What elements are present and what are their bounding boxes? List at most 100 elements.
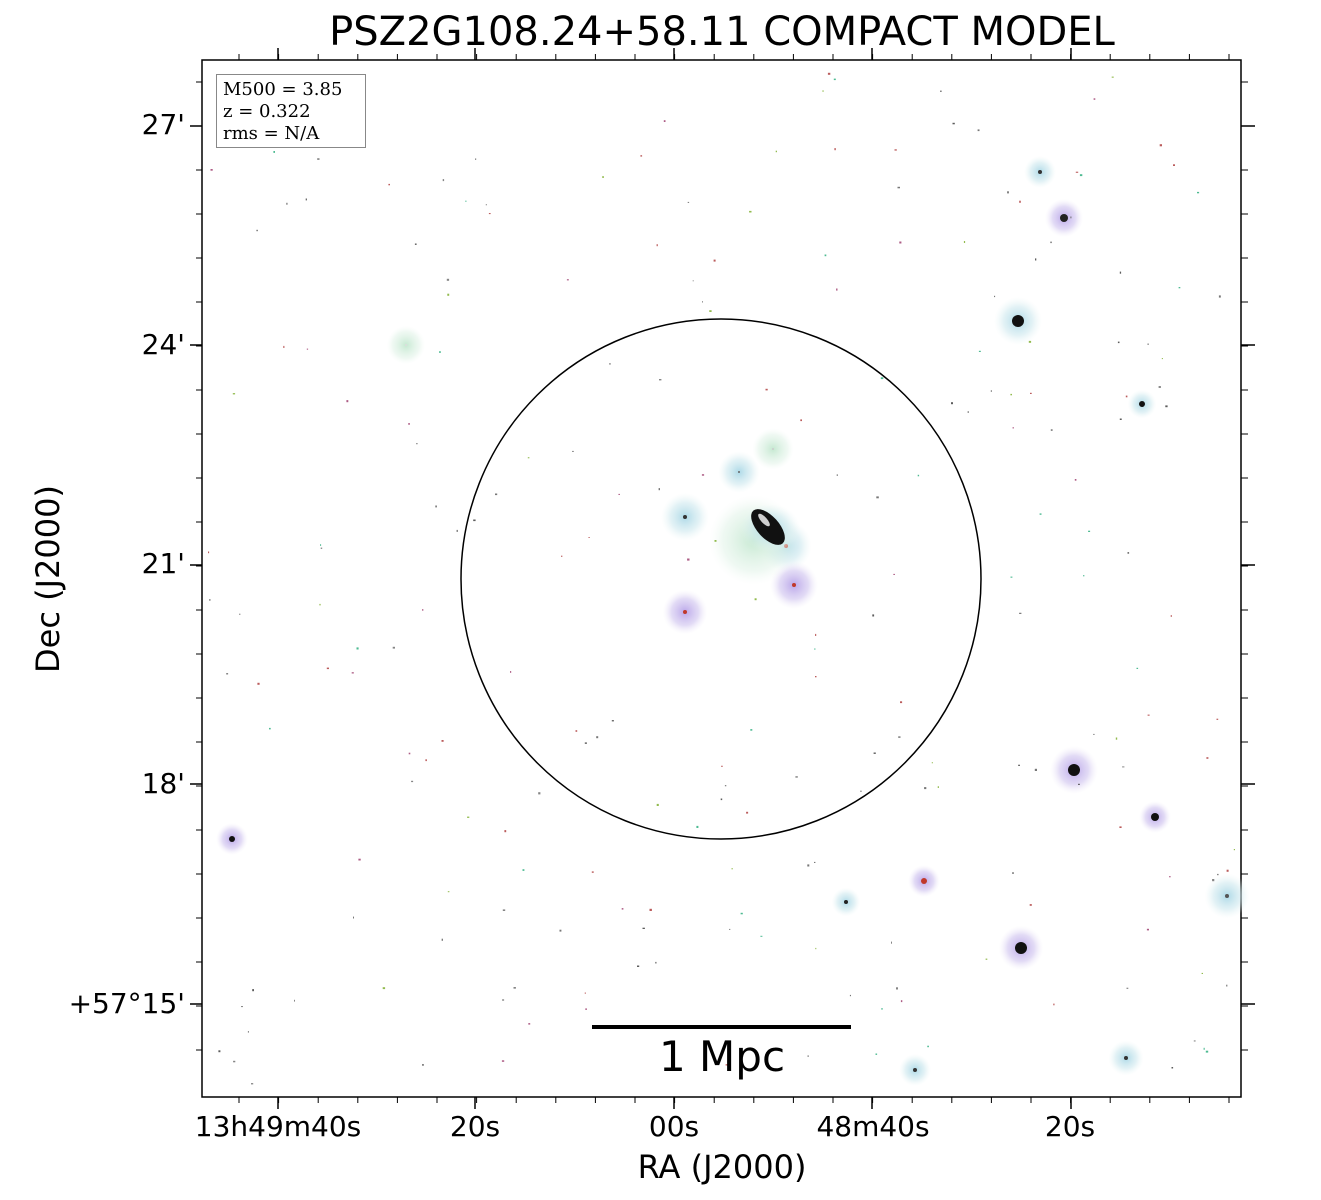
noise-speck bbox=[208, 551, 210, 554]
noise-speck bbox=[1035, 258, 1037, 261]
noise-speck bbox=[807, 864, 810, 867]
point-source-core bbox=[1225, 894, 1229, 898]
noise-speck bbox=[241, 1006, 243, 1008]
noise-speck bbox=[435, 505, 437, 508]
noise-speck bbox=[319, 603, 321, 606]
noise-speck bbox=[425, 759, 427, 762]
noise-speck bbox=[708, 1044, 711, 1047]
noise-speck bbox=[572, 450, 574, 452]
noise-speck bbox=[990, 390, 992, 392]
noise-speck bbox=[1018, 764, 1020, 766]
noise-speck bbox=[891, 941, 892, 944]
noise-speck bbox=[1216, 718, 1219, 720]
xtick-label: 13h49m40s bbox=[194, 1110, 362, 1143]
noise-speck bbox=[504, 830, 507, 833]
noise-speck bbox=[218, 1050, 221, 1053]
noise-speck bbox=[467, 816, 470, 818]
noise-speck bbox=[900, 1000, 903, 1003]
noise-speck bbox=[439, 351, 441, 353]
noise-speck bbox=[1147, 714, 1150, 716]
noise-speck bbox=[1115, 737, 1118, 740]
info-box: M500 = 3.85 z = 0.322 rms = N/A bbox=[216, 74, 366, 148]
noise-speck bbox=[1119, 418, 1122, 420]
noise-speck bbox=[1075, 171, 1079, 173]
noise-speck bbox=[502, 909, 506, 911]
noise-speck bbox=[687, 201, 690, 203]
point-source-core bbox=[792, 583, 796, 587]
noise-speck bbox=[893, 573, 895, 575]
noise-speck bbox=[527, 457, 530, 459]
noise-speck bbox=[881, 1008, 883, 1010]
noise-speck bbox=[795, 776, 798, 778]
noise-speck bbox=[1079, 174, 1083, 177]
ytick-label: 21' bbox=[141, 547, 185, 580]
noise-speck bbox=[655, 961, 657, 964]
noise-speck bbox=[827, 72, 831, 75]
noise-speck bbox=[875, 1053, 878, 1055]
noise-speck bbox=[286, 202, 288, 205]
r500-circle bbox=[460, 318, 982, 840]
x-axis-label: RA (J2000) bbox=[637, 1148, 807, 1186]
plot-title: PSZ2G108.24+58.11 COMPACT MODEL bbox=[329, 9, 1115, 55]
noise-speck bbox=[1126, 987, 1129, 989]
noise-speck bbox=[900, 701, 903, 704]
noise-speck bbox=[873, 752, 876, 754]
noise-speck bbox=[1034, 768, 1037, 771]
noise-speck bbox=[585, 1008, 587, 1010]
noise-speck bbox=[1074, 479, 1077, 481]
y-axis-label: Dec (J2000) bbox=[29, 485, 67, 673]
point-source-core bbox=[1060, 214, 1068, 222]
noise-speck bbox=[588, 537, 590, 538]
noise-speck bbox=[1019, 200, 1021, 203]
noise-speck bbox=[488, 213, 491, 215]
noise-speck bbox=[807, 1055, 809, 1057]
noise-speck bbox=[815, 676, 817, 678]
xtick-label: 20s bbox=[1044, 1110, 1096, 1143]
noise-speck bbox=[696, 825, 699, 828]
noise-speck bbox=[642, 927, 645, 929]
noise-speck bbox=[283, 345, 285, 348]
noise-speck bbox=[609, 363, 611, 365]
noise-speck bbox=[876, 496, 879, 499]
noise-speck bbox=[618, 493, 620, 495]
noise-speck bbox=[1217, 873, 1219, 876]
noise-speck bbox=[1165, 405, 1168, 408]
noise-speck bbox=[1226, 984, 1228, 987]
noise-speck bbox=[701, 474, 705, 476]
noise-speck bbox=[416, 443, 418, 445]
noise-speck bbox=[951, 402, 953, 405]
noise-speck bbox=[1028, 340, 1032, 343]
noise-speck bbox=[209, 599, 211, 601]
noise-speck bbox=[750, 729, 753, 731]
noise-speck bbox=[754, 598, 757, 601]
noise-speck bbox=[880, 377, 884, 380]
central-bright-source bbox=[740, 504, 800, 552]
noise-speck bbox=[860, 790, 862, 792]
noise-speck bbox=[834, 148, 836, 151]
noise-speck bbox=[917, 474, 920, 477]
noise-speck bbox=[1203, 1047, 1205, 1050]
noise-speck bbox=[538, 792, 541, 795]
noise-speck bbox=[353, 916, 354, 919]
noise-speck bbox=[1070, 216, 1072, 219]
point-source-core bbox=[1124, 1056, 1128, 1060]
noise-speck bbox=[649, 908, 652, 911]
noise-speck bbox=[305, 198, 307, 201]
noise-speck bbox=[1078, 783, 1080, 785]
noise-speck bbox=[269, 727, 271, 730]
noise-speck bbox=[658, 488, 660, 491]
noise-speck bbox=[1193, 1040, 1196, 1042]
noise-speck bbox=[1197, 191, 1200, 194]
point-source-core bbox=[405, 344, 407, 346]
noise-speck bbox=[814, 648, 816, 650]
noise-speck bbox=[725, 1064, 728, 1066]
point-source-core bbox=[229, 836, 235, 842]
noise-speck bbox=[896, 987, 898, 990]
noise-speck bbox=[1125, 395, 1128, 398]
noise-speck bbox=[897, 186, 900, 189]
noise-speck bbox=[388, 183, 390, 186]
noise-speck bbox=[894, 149, 897, 151]
point-source-core bbox=[921, 878, 927, 884]
noise-speck bbox=[714, 540, 717, 542]
